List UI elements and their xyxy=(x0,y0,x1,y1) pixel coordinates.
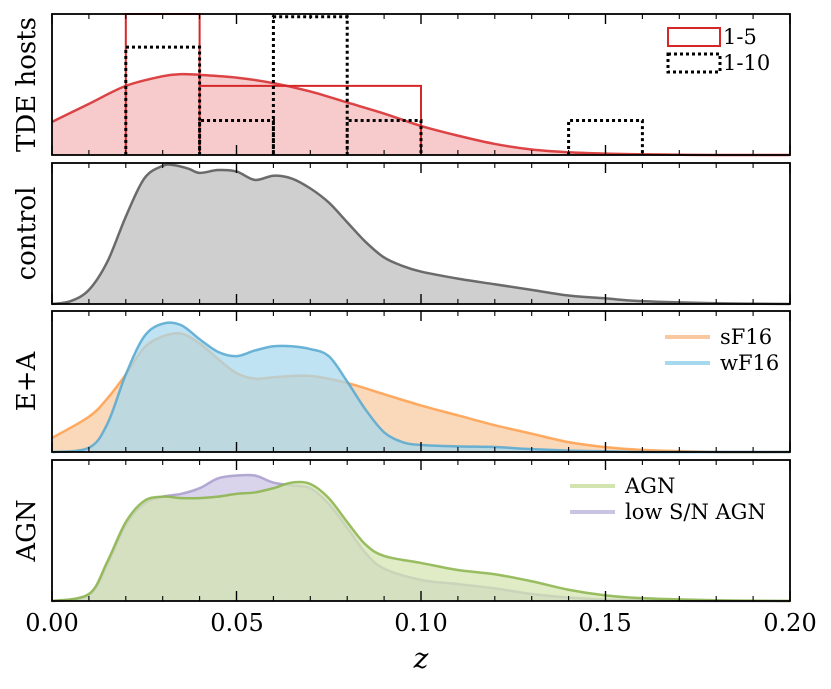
legend-label-1-10: 1-10 xyxy=(723,51,770,75)
kde-area-tde-hosts-kde xyxy=(52,74,790,156)
y-axis-label-agn: AGN xyxy=(12,499,42,562)
legend-label-1-5: 1-5 xyxy=(723,25,757,49)
x-tick-label-2: 0.10 xyxy=(394,609,447,637)
legend-swatch-1-10 xyxy=(666,52,722,74)
kde-area-control xyxy=(52,164,790,304)
legend-label-sf16: sF16 xyxy=(720,325,772,349)
x-tick-label-1: 0.05 xyxy=(210,609,263,637)
panel-tde-hosts: TDE hosts 1-51-10 xyxy=(12,13,791,157)
legend-label-wf16: wF16 xyxy=(720,351,779,375)
kde-line-agn xyxy=(51,480,791,603)
x-tick-label-0: 0.00 xyxy=(25,609,78,637)
kde-area-agn xyxy=(52,482,790,601)
x-tick-label-3: 0.15 xyxy=(578,609,631,637)
legend-label-low-s-n-agn: low S/N AGN xyxy=(625,500,766,524)
y-axis-label-e-a: E+A xyxy=(12,351,42,412)
x-axis-label: z xyxy=(413,642,429,675)
kde-line-control xyxy=(51,163,791,306)
kde-area-wf16 xyxy=(52,322,790,453)
x-axis: 0.00 0.05 0.10 0.15 0.20 z xyxy=(25,609,816,675)
x-tick-label-4: 0.20 xyxy=(763,609,816,637)
kde-line-wf16 xyxy=(51,321,790,454)
y-axis-label-control: control xyxy=(12,187,42,281)
legend-swatch-1-5 xyxy=(667,27,721,47)
y-axis-label-tde-hosts: TDE hosts xyxy=(12,17,42,152)
legend-label-agn: AGN xyxy=(624,474,675,498)
panel-control: control xyxy=(12,162,791,306)
